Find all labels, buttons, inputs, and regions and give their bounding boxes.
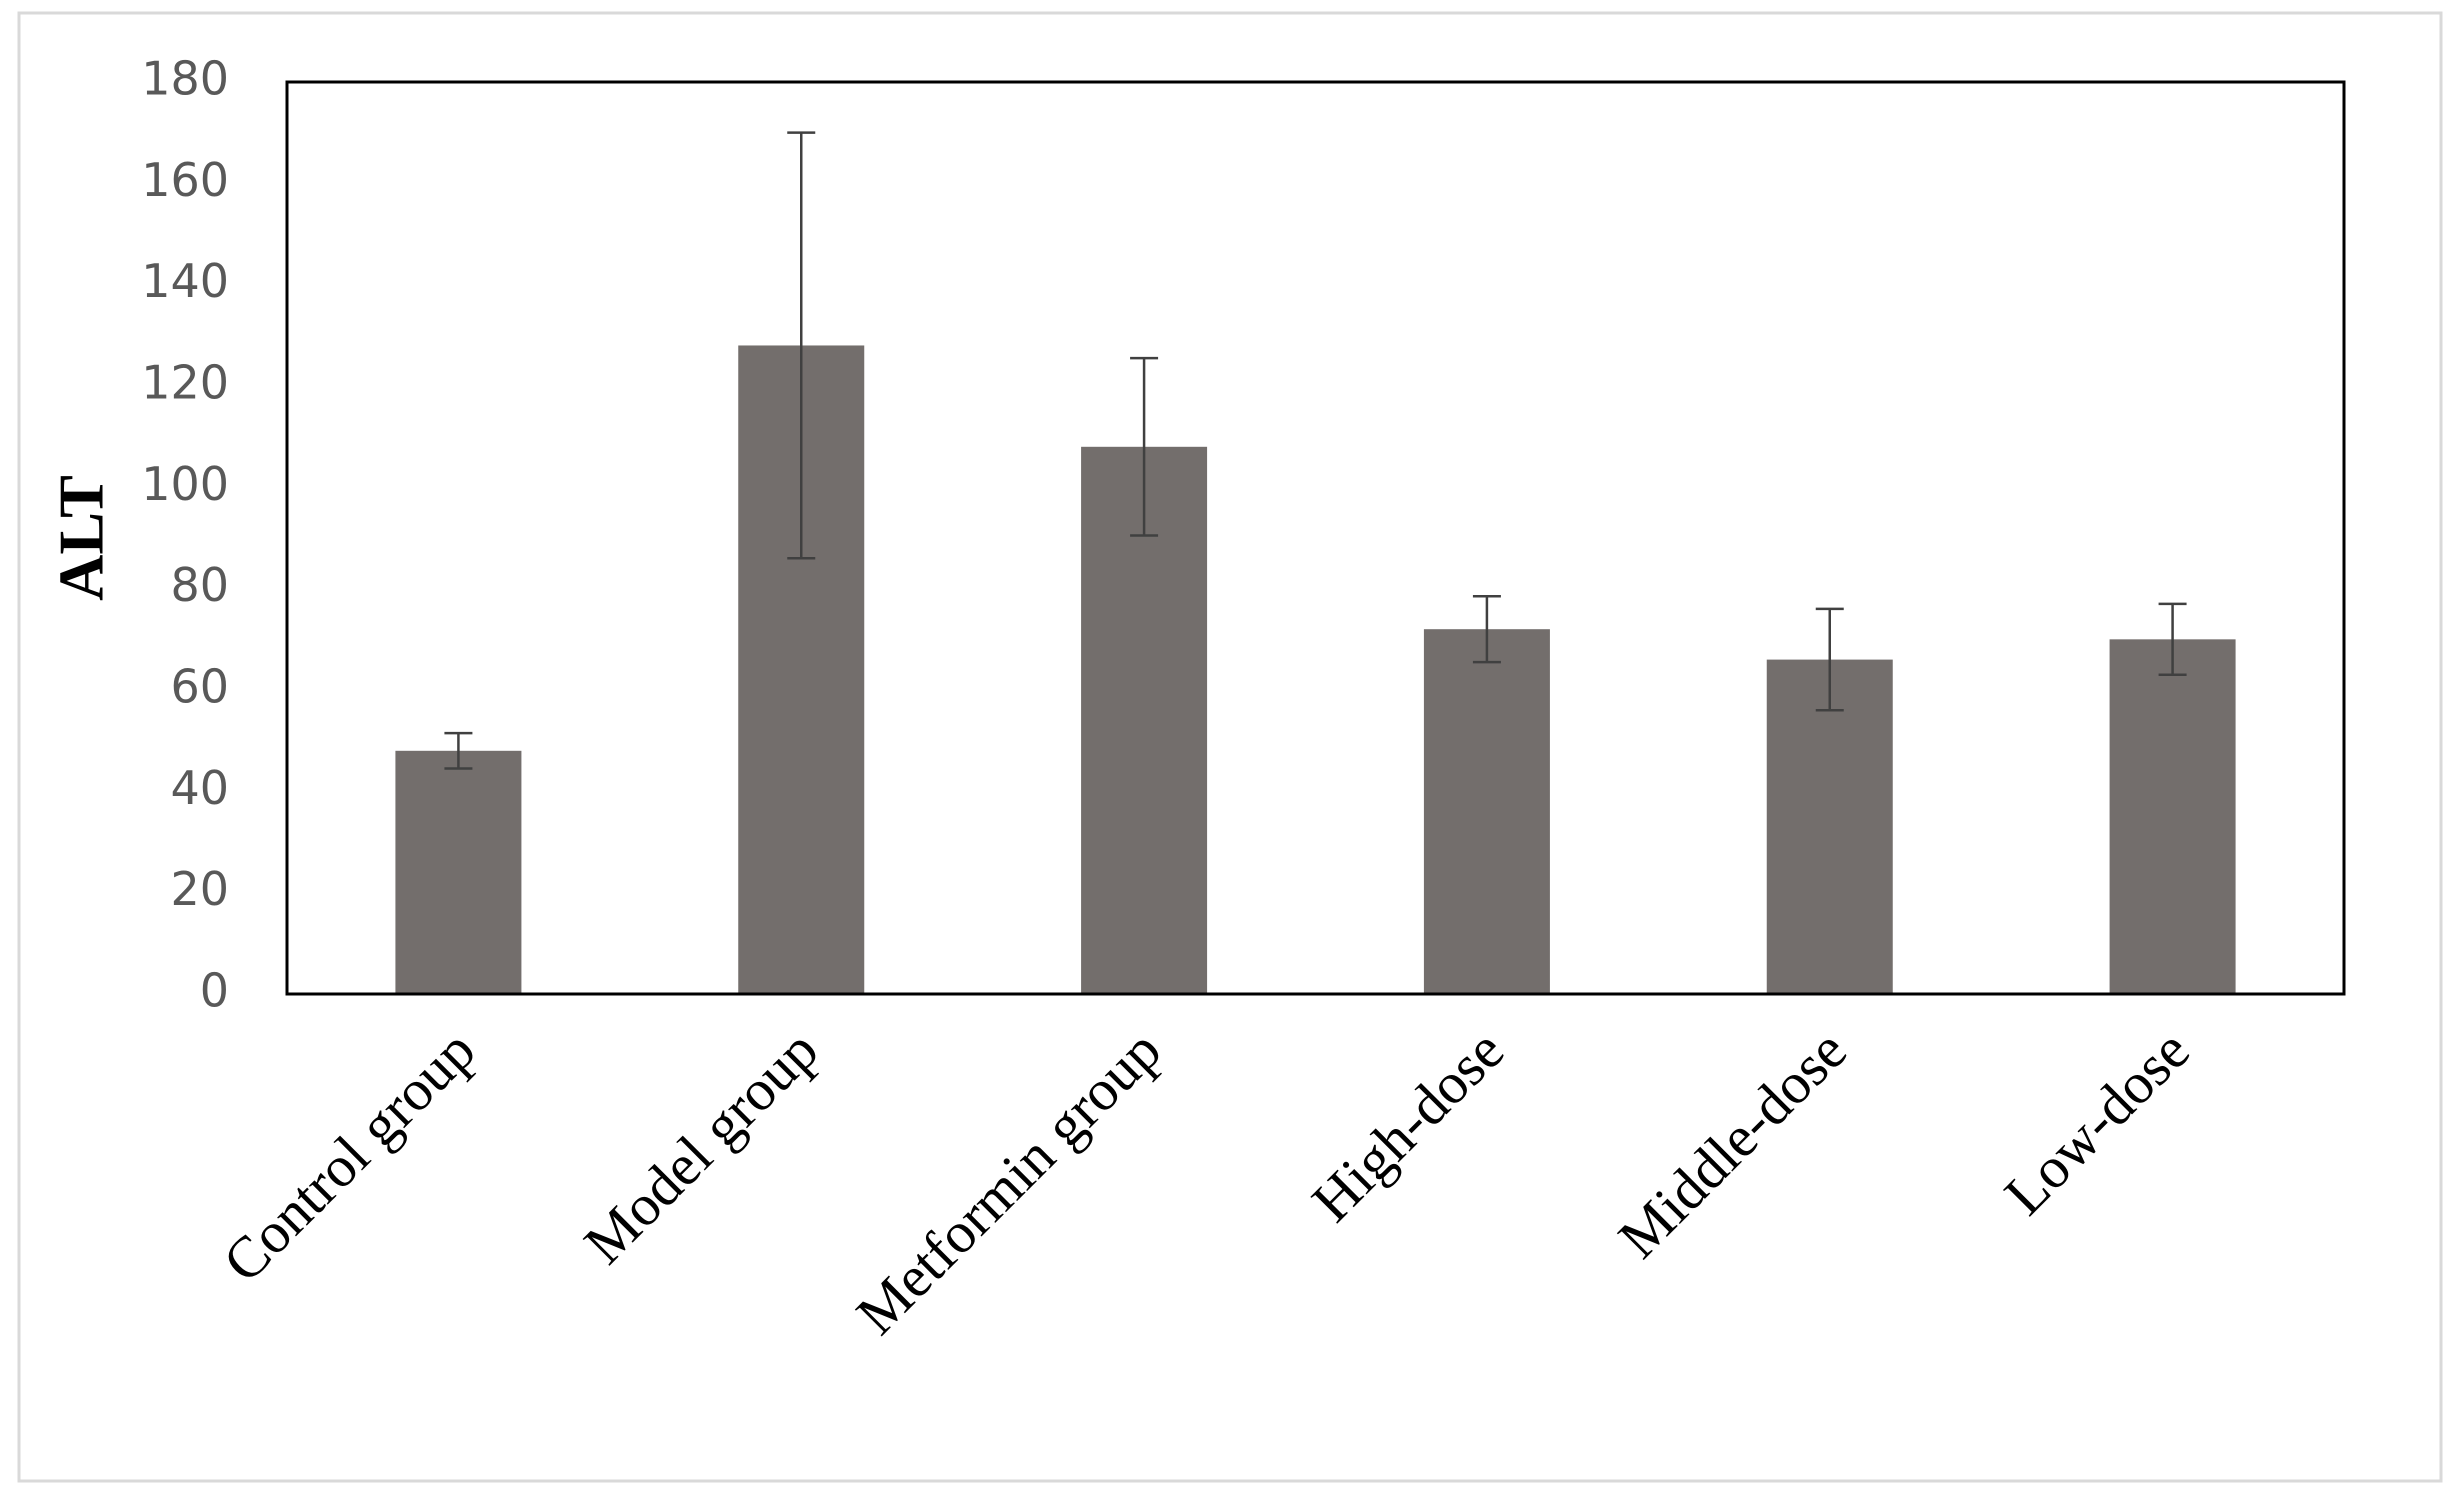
bar bbox=[1766, 659, 1893, 994]
y-tick-label: 0 bbox=[200, 964, 229, 1018]
y-tick-label: 40 bbox=[170, 761, 229, 815]
y-tick-label: 140 bbox=[141, 254, 229, 308]
y-tick-label: 20 bbox=[170, 862, 229, 916]
y-tick-label: 160 bbox=[141, 153, 229, 207]
bar bbox=[2109, 639, 2236, 994]
chart-frame bbox=[17, 11, 2443, 1483]
bar bbox=[1081, 446, 1208, 994]
y-tick-label: 100 bbox=[141, 457, 229, 511]
bar bbox=[1423, 629, 1550, 994]
y-tick-label: 60 bbox=[170, 660, 229, 714]
y-axis-label: ALT bbox=[46, 475, 117, 601]
y-tick-label: 80 bbox=[170, 558, 229, 612]
bar bbox=[395, 750, 522, 994]
plot-frame bbox=[285, 80, 2346, 996]
y-tick-label: 120 bbox=[141, 356, 229, 410]
y-tick-label: 180 bbox=[141, 52, 229, 106]
